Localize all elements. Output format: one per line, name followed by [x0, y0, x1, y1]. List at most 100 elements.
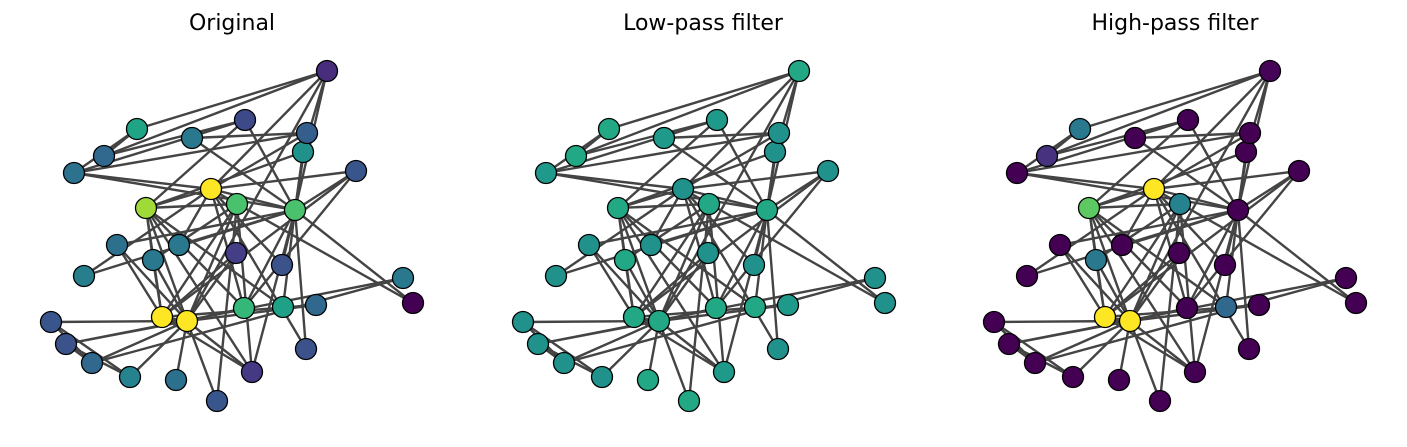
graph-node [270, 253, 294, 277]
panel-title-original: Original [189, 11, 275, 36]
graph-node [1344, 291, 1368, 315]
graph-edge [600, 319, 661, 379]
graph-edge [144, 187, 213, 210]
graph-node [233, 108, 257, 132]
graph-node [291, 140, 315, 164]
graph-edge [1078, 69, 1272, 131]
graph-edge [616, 206, 757, 309]
graph-node [92, 144, 116, 168]
graph-edge [49, 320, 132, 379]
graph-node [1084, 248, 1108, 272]
graph-node [1015, 264, 1039, 288]
graph-edge [209, 131, 309, 191]
graph-node [704, 296, 728, 320]
graph-edge [681, 69, 801, 191]
graph-node [401, 291, 425, 315]
graph-node [224, 241, 248, 265]
graph-edge [616, 118, 719, 210]
graph-node [1142, 177, 1166, 201]
graph-node [1234, 140, 1258, 164]
graph-edge [1152, 69, 1272, 191]
graph-edge [657, 251, 710, 323]
graph-node [712, 360, 736, 384]
graph-edge [177, 208, 297, 247]
graph-edge [657, 319, 726, 374]
graph-edge [715, 118, 769, 212]
graph-node [232, 296, 256, 320]
graph-node [1005, 161, 1029, 185]
graph-edge [209, 187, 284, 267]
graph-edge [1087, 118, 1190, 210]
graph-edge [209, 69, 329, 191]
graph-node [743, 295, 767, 319]
graph-node [80, 351, 104, 375]
graph-node [1167, 241, 1191, 265]
graph-edge [1015, 171, 1240, 212]
graph-node [639, 233, 663, 257]
graph-node [1287, 159, 1311, 183]
graph-edge [765, 208, 780, 351]
graph-node [590, 365, 614, 389]
graph-node [54, 332, 78, 356]
graph-edge [714, 208, 769, 310]
graph-node [225, 192, 249, 216]
graph-node [1226, 198, 1250, 222]
graph-node [315, 59, 339, 83]
graph-edge [574, 118, 719, 158]
graph-edge [1033, 276, 1348, 365]
graph-edge [544, 171, 769, 212]
graph-edge [144, 206, 285, 309]
graph-edge [160, 169, 358, 319]
graph-node [39, 310, 63, 334]
graph-node [1068, 117, 1092, 141]
graph-node [767, 121, 791, 145]
graph-node [295, 121, 319, 145]
graph-edge [1185, 208, 1240, 310]
graph-node [577, 233, 601, 257]
graph-node [816, 159, 840, 183]
graph-edge [1152, 131, 1252, 191]
graph-node [240, 360, 264, 384]
graph-edge [1178, 202, 1197, 374]
graph-node [763, 140, 787, 164]
graph-node [544, 264, 568, 288]
graph-edge [144, 118, 247, 210]
graph-edge [115, 208, 297, 247]
graph-edge [115, 243, 164, 319]
graph-node [1118, 309, 1142, 333]
graph-edge [102, 69, 329, 158]
graph-edge [616, 202, 711, 210]
graph-node [671, 177, 695, 201]
graph-edge [242, 208, 297, 310]
graph-node [1168, 192, 1192, 216]
graph-node [776, 293, 800, 317]
graph-node [1023, 351, 1047, 375]
graph-node [1107, 368, 1131, 392]
graph-node [652, 126, 676, 150]
panel-title-low-pass: Low-pass filter [623, 11, 784, 36]
graph-node [982, 310, 1006, 334]
graph-node [125, 117, 149, 141]
graph-edge [1015, 131, 1252, 175]
graph-node [150, 305, 174, 329]
graph-edge [1128, 251, 1181, 323]
graph-edge [1058, 243, 1107, 319]
graph-node [697, 192, 721, 216]
graph-node [72, 264, 96, 288]
graph-edge [1087, 202, 1182, 210]
graph-node [997, 332, 1021, 356]
graph-node [304, 293, 328, 317]
graph-node [705, 108, 729, 132]
graph-node [677, 389, 701, 413]
graph-edge [1045, 118, 1190, 158]
graph-node [271, 295, 295, 319]
nodes-low-pass [511, 59, 897, 413]
graph-edge [1152, 187, 1227, 267]
graph-edge [554, 187, 685, 278]
graph-node [1148, 389, 1172, 413]
graph-edge [562, 276, 877, 365]
graph-edge [160, 315, 254, 374]
graph-node [1093, 305, 1117, 329]
graph-node [511, 310, 535, 334]
